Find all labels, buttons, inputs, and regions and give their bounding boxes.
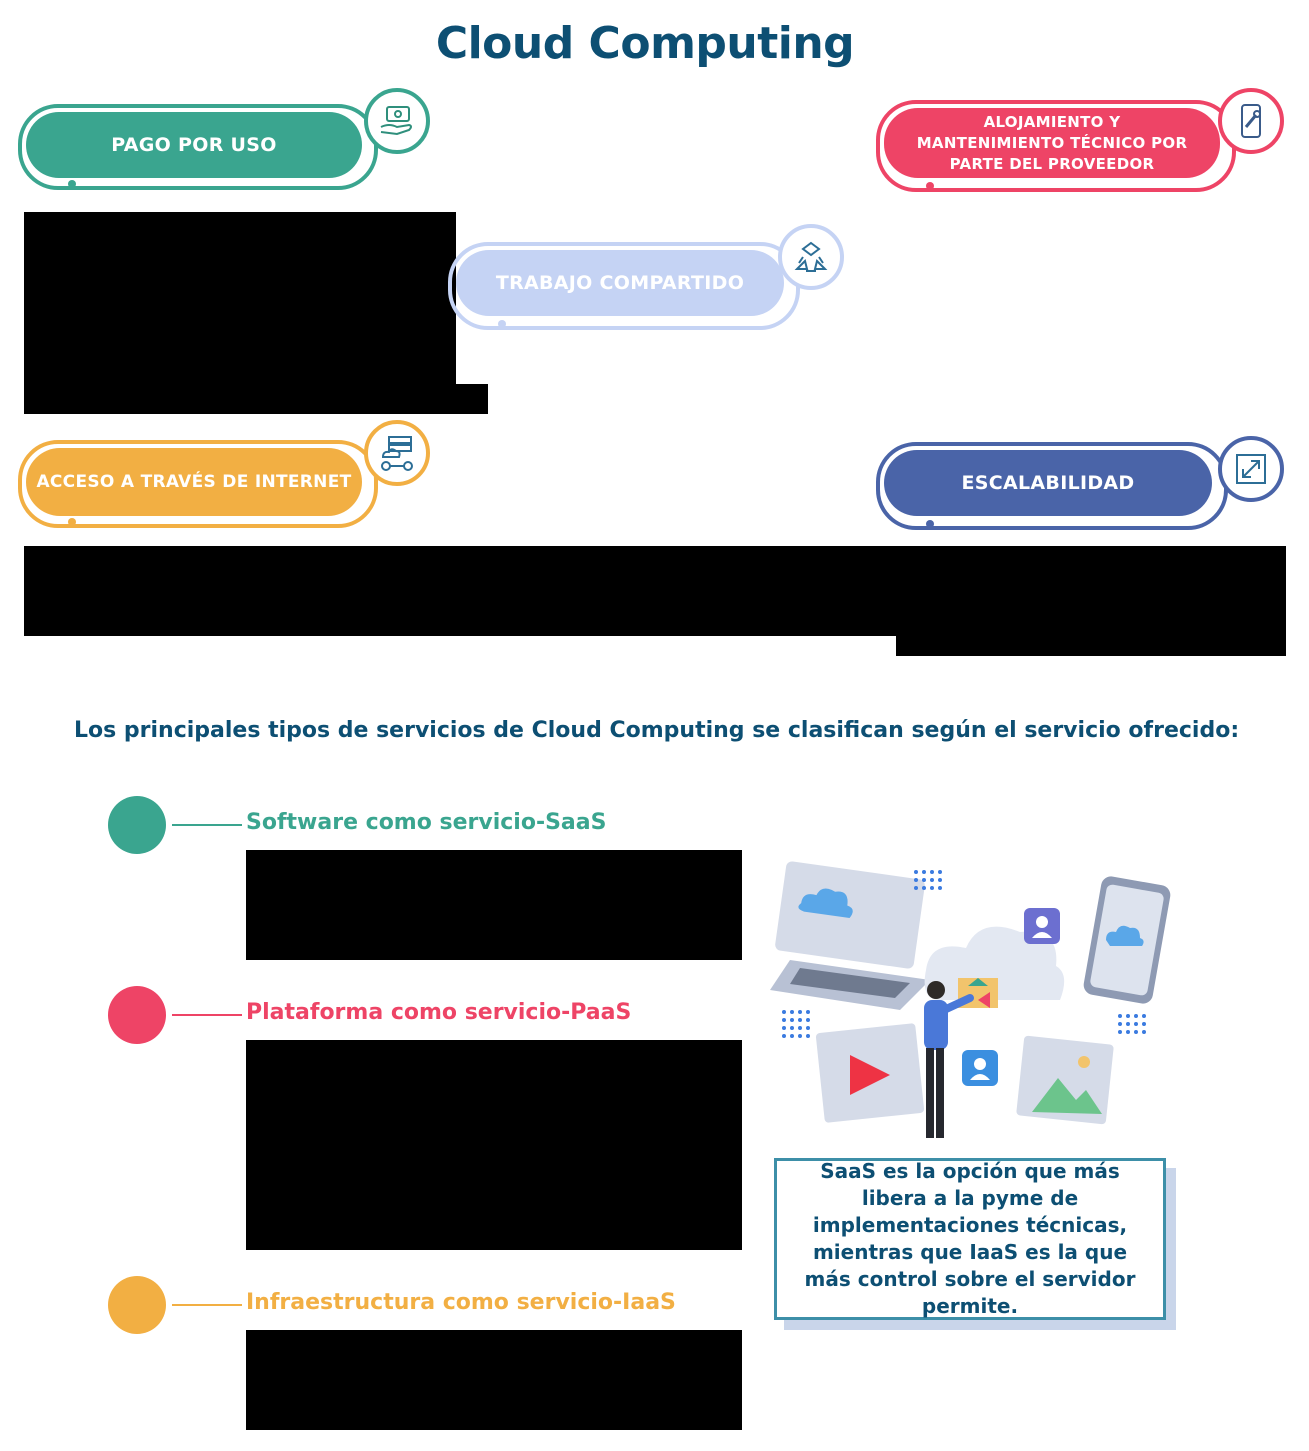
paas-title: Plataforma como servicio-PaaS <box>246 1000 632 1025</box>
pill-dot <box>926 520 934 528</box>
cloud-server-users-icon <box>364 420 430 486</box>
connector-line <box>172 1304 242 1306</box>
redacted-text-block <box>24 546 1286 636</box>
saas-circle <box>108 796 166 854</box>
iaas-title: Infraestructura como servicio-IaaS <box>246 1290 676 1315</box>
feature-internet-access: ACCESO A TRAVÉS DE INTERNET <box>26 448 362 516</box>
cloud-devices-illustration <box>770 861 1171 1138</box>
connector-line <box>172 824 242 826</box>
services-subtitle: Los principales tipos de servicios de Cl… <box>74 718 1240 743</box>
feature-pay-per-use: PAGO POR USO <box>26 112 362 178</box>
hand-money-icon <box>364 88 430 154</box>
redacted-text-block <box>24 384 488 414</box>
feature-scalability: ESCALABILIDAD <box>884 450 1212 516</box>
feature-hosting-maintenance: ALOJAMIENTO Y MANTENIMIENTO TÉCNICO POR … <box>884 108 1220 178</box>
pill-dot <box>498 320 506 328</box>
redacted-text-block <box>246 1040 742 1250</box>
mobile-wrench-icon <box>1218 88 1284 154</box>
pill-dot <box>926 182 934 190</box>
expand-arrows-icon <box>1218 436 1284 502</box>
redacted-text-block <box>896 636 1286 656</box>
pill-dot <box>68 518 76 526</box>
page-title: Cloud Computing <box>435 18 855 69</box>
saas-title: Software como servicio-SaaS <box>246 810 607 835</box>
paas-circle <box>108 986 166 1044</box>
laptop-icon <box>770 861 930 1010</box>
connector-line <box>172 1014 242 1016</box>
redacted-text-block <box>24 212 456 384</box>
callout-box: SaaS es la opción que más libera a la py… <box>774 1158 1166 1320</box>
share-network-icon <box>778 224 844 290</box>
feature-pill-outline <box>18 440 378 528</box>
pill-dot <box>68 180 76 188</box>
iaas-circle <box>108 1276 166 1334</box>
phone-icon <box>1083 876 1171 1004</box>
feature-shared-work: TRABAJO COMPARTIDO <box>456 250 784 316</box>
redacted-text-block <box>246 1330 742 1430</box>
redacted-text-block <box>246 850 742 960</box>
